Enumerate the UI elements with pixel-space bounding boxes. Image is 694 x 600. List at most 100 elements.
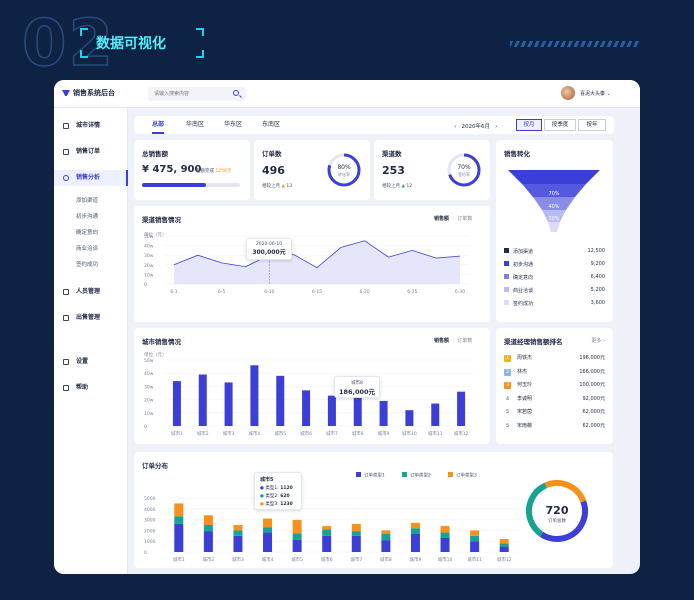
bar-城市5 [276, 375, 285, 426]
app-logo: 销售系统后台 [62, 88, 115, 98]
bar-x-tick: 城市4 [248, 430, 260, 437]
user-name[interactable]: 喜泥大头秦 ⌄ [580, 91, 611, 97]
city-toggle-orders[interactable]: 订单数 [457, 338, 473, 344]
sidebar-item-analysis[interactable]: 销售分析 [54, 170, 128, 186]
channel-sales-title: 渠道销售情况 [142, 216, 181, 224]
kpi-orders-compare: 相较上月 ▲ 13 [262, 184, 293, 189]
kpi-sales-value: ¥ 475, 900 [142, 164, 202, 175]
toggle-sales-amount[interactable]: 销售额 [434, 216, 450, 222]
logo-icon [62, 90, 70, 96]
stack-bar-城市1-s2 [174, 516, 184, 524]
order-distribution-card: 订单分布 5000 4000 3000 2000 1000 0 城市1 城市2 城市3 城市4 城市… [134, 452, 613, 568]
kpi-orders-ring-pct: 80% [337, 164, 351, 171]
sidebar-item-city[interactable]: 城市详情 [54, 118, 128, 134]
region-tab-bar: 总部 华南区 华东区 东南区 ‹ 2020年6月 › 按月 按季度 按年 [134, 116, 614, 134]
sidebar-item-sales-mgmt[interactable]: 出售管理 [54, 310, 128, 326]
stack-bar-城市6-s1 [322, 535, 332, 552]
legend-swatch [504, 274, 509, 279]
decorative-stripes [510, 41, 640, 47]
ranking-row[interactable]: 3 何玉玲 100,000元 [504, 381, 605, 395]
channel-toggle: 销售额 ｜ 订单数 [434, 216, 473, 222]
ranking-list: 1 周铁杰 196,000元 2 林杰 166,000元 3 何玉玲 100,000元 4 李诚明 9… [504, 354, 605, 435]
sidebar-item-help[interactable]: 帮助 [54, 380, 128, 396]
legend-swatch [504, 261, 509, 266]
ranking-row[interactable]: 2 林杰 166,000元 [504, 368, 605, 382]
bar-x-tick: 城市6 [300, 430, 312, 437]
city-toggle-sales[interactable]: 销售额 [434, 338, 450, 344]
search-input[interactable] [148, 87, 246, 101]
ranking-row[interactable]: 4 李诚明 92,000元 [504, 395, 605, 409]
stack-tooltip: 城市5 ● 类型1: 1120 ● 类型2: 620 ● 类型3: 1230 [254, 472, 302, 510]
rank-value: 62,000元 [582, 409, 606, 415]
stack-y-tick: 0 [144, 550, 147, 556]
funnel-legend-item: 签约成功 3,600 [504, 300, 605, 313]
stack-bar-城市9-s2 [410, 528, 420, 534]
tab-south[interactable]: 华南区 [186, 121, 205, 128]
sidebar-item-orders[interactable]: 销售订单 [54, 144, 128, 160]
bar-y-tick: 40w [144, 371, 154, 377]
stack-bar-城市5-s1 [292, 539, 302, 552]
sidebar-item-settings[interactable]: 设置 [54, 354, 128, 370]
stack-bar-城市2-s3 [203, 515, 213, 525]
order-donut: 720 订单总数 [526, 480, 588, 542]
ranking-row[interactable]: 1 周铁杰 196,000元 [504, 354, 605, 368]
toggle-order-count[interactable]: 订单数 [457, 216, 473, 222]
stack-bar-城市8-s2 [381, 533, 391, 541]
kpi-channels-ring-label: 签约率 [458, 171, 470, 177]
sidebar-subitem-intent[interactable]: 确定意向 [76, 230, 99, 236]
stack-bar-城市6-s3 [322, 526, 332, 530]
wrench-icon [63, 359, 69, 365]
ranking-row[interactable]: 5 宋若茵 62,000元 [504, 408, 605, 422]
search-icon[interactable] [233, 90, 239, 96]
tab-hq[interactable]: 总部 [152, 116, 165, 134]
stack-bar-城市3-s1 [233, 535, 243, 552]
period-quarter-button[interactable]: 按季度 [544, 119, 576, 131]
avatar[interactable] [561, 86, 575, 100]
stack-legend-swatch [356, 472, 361, 477]
stack-bar-城市3-s3 [233, 525, 243, 531]
kpi-orders-ring-label: 转化率 [338, 171, 350, 177]
stack-y-tick: 4000 [144, 507, 156, 513]
stack-bar-城市9-s1 [410, 533, 420, 552]
funnel-level-3 [533, 197, 575, 210]
rank-badge: 4 [506, 396, 509, 402]
chevron-left-icon[interactable]: ‹ [454, 124, 457, 130]
date-picker[interactable]: ‹ 2020年6月 › [454, 124, 498, 130]
donut-total: 720 [546, 504, 569, 517]
sidebar-subitem-initial-contact[interactable]: 初步沟通 [76, 214, 99, 220]
stack-bar-城市8-s1 [381, 540, 391, 552]
stack-x-tick: 城市10 [438, 556, 453, 563]
line-area [174, 240, 460, 284]
kpi-sales-progress [142, 183, 240, 187]
stack-y-tick: 1000 [144, 539, 156, 545]
bar-城市3 [224, 382, 233, 426]
stack-bar-城市7-s1 [351, 535, 361, 552]
stack-legend-swatch [402, 472, 407, 477]
sidebar-subitem-add-channel[interactable]: 添加渠道 [76, 198, 99, 204]
bar-x-tick: 城市5 [274, 430, 286, 437]
period-year-button[interactable]: 按年 [578, 119, 606, 131]
bar-y-tick: 30w [144, 384, 154, 390]
stack-bar-城市2-s1 [203, 531, 213, 552]
rank-badge: 1 [504, 355, 511, 362]
tab-east[interactable]: 华东区 [224, 121, 243, 128]
bar-x-tick: 城市10 [402, 430, 417, 437]
sidebar-item-staff[interactable]: 人员管理 [54, 284, 128, 300]
kpi-orders-card: 订单数 496 相较上月 ▲ 13 80% 转化率 [254, 140, 370, 200]
funnel-legend-item: 确定意向 6,400 [504, 274, 605, 287]
line-y-tick: 30w [144, 253, 154, 259]
chevron-right-icon[interactable]: › [495, 124, 498, 130]
line-tooltip-date: 2020-06-10 [255, 242, 283, 247]
legend-swatch [504, 287, 509, 292]
stack-x-tick: 城市9 [410, 556, 422, 563]
period-month-button[interactable]: 按月 [516, 119, 542, 131]
stack-bar-城市11-s2 [470, 535, 480, 542]
funnel-level-pct-3: 20% [548, 216, 559, 222]
tab-southeast[interactable]: 东南区 [262, 121, 281, 128]
ranking-row[interactable]: 5 宋雨薇 62,000元 [504, 422, 605, 436]
ranking-more-link[interactable]: 更多 › [591, 338, 605, 344]
channel-sales-card: 渠道销售情况 销售额 ｜ 订单数 单位（元） 50w 40w 30w 20w 10w 0 6… [134, 206, 490, 322]
sidebar-subitem-signed[interactable]: 签约成功 [76, 262, 99, 268]
sidebar-subitem-negotiation[interactable]: 商业洽谈 [76, 246, 99, 252]
bar-城市7 [327, 395, 336, 426]
